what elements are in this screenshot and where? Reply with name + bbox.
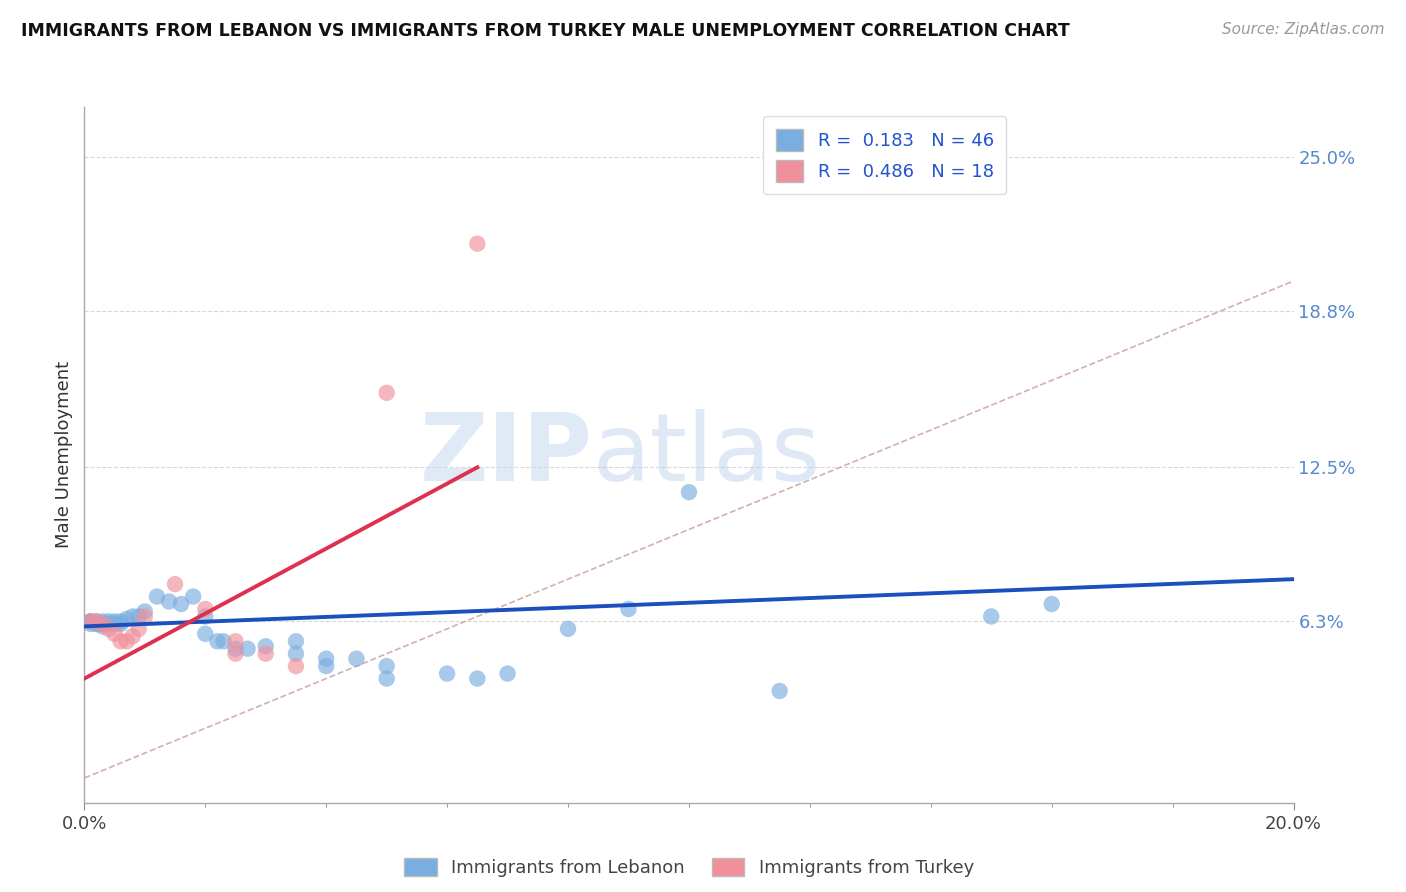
- Point: [110, 615, 132, 629]
- Point: [79, 615, 101, 629]
- Point: [97, 622, 120, 636]
- Text: ZIP: ZIP: [419, 409, 592, 501]
- Point: [97, 615, 120, 629]
- Point: [91, 619, 114, 633]
- Point: [207, 634, 229, 648]
- Text: IMMIGRANTS FROM LEBANON VS IMMIGRANTS FROM TURKEY MALE UNEMPLOYMENT CORRELATION : IMMIGRANTS FROM LEBANON VS IMMIGRANTS FR…: [21, 22, 1070, 40]
- Point: [110, 634, 132, 648]
- Point: [115, 612, 138, 626]
- Text: atlas: atlas: [592, 409, 821, 501]
- Point: [91, 616, 114, 631]
- Point: [86, 616, 108, 631]
- Point: [110, 616, 132, 631]
- Point: [467, 672, 489, 686]
- Point: [128, 609, 150, 624]
- Point: [194, 627, 217, 641]
- Point: [104, 615, 127, 629]
- Point: [212, 634, 235, 648]
- Point: [315, 651, 337, 665]
- Point: [285, 634, 308, 648]
- Point: [181, 590, 204, 604]
- Point: [97, 616, 120, 631]
- Point: [121, 629, 143, 643]
- Point: [86, 616, 108, 631]
- Point: [980, 609, 1002, 624]
- Point: [79, 615, 101, 629]
- Point: [79, 615, 101, 629]
- Point: [79, 616, 101, 631]
- Point: [146, 590, 169, 604]
- Legend: Immigrants from Lebanon, Immigrants from Turkey: Immigrants from Lebanon, Immigrants from…: [396, 850, 981, 884]
- Text: Source: ZipAtlas.com: Source: ZipAtlas.com: [1222, 22, 1385, 37]
- Point: [194, 602, 217, 616]
- Point: [165, 577, 187, 591]
- Point: [769, 684, 792, 698]
- Point: [86, 615, 108, 629]
- Point: [86, 615, 108, 629]
- Point: [254, 647, 277, 661]
- Point: [104, 616, 127, 631]
- Point: [115, 634, 138, 648]
- Point: [285, 647, 308, 661]
- Point: [225, 641, 247, 656]
- Point: [436, 666, 458, 681]
- Y-axis label: Male Unemployment: Male Unemployment: [55, 361, 73, 549]
- Point: [557, 622, 579, 636]
- Point: [121, 609, 143, 624]
- Point: [170, 597, 193, 611]
- Point: [254, 639, 277, 653]
- Point: [1040, 597, 1063, 611]
- Point: [225, 634, 247, 648]
- Point: [236, 641, 259, 656]
- Point: [467, 236, 489, 251]
- Point: [128, 622, 150, 636]
- Point: [134, 609, 156, 624]
- Point: [375, 659, 398, 673]
- Point: [375, 385, 398, 400]
- Point: [678, 485, 700, 500]
- Point: [91, 616, 114, 631]
- Point: [285, 659, 308, 673]
- Point: [157, 594, 180, 608]
- Point: [134, 605, 156, 619]
- Point: [91, 615, 114, 629]
- Point: [104, 627, 127, 641]
- Point: [346, 651, 368, 665]
- Point: [315, 659, 337, 673]
- Point: [617, 602, 640, 616]
- Point: [496, 666, 519, 681]
- Point: [225, 647, 247, 661]
- Point: [194, 609, 217, 624]
- Point: [375, 672, 398, 686]
